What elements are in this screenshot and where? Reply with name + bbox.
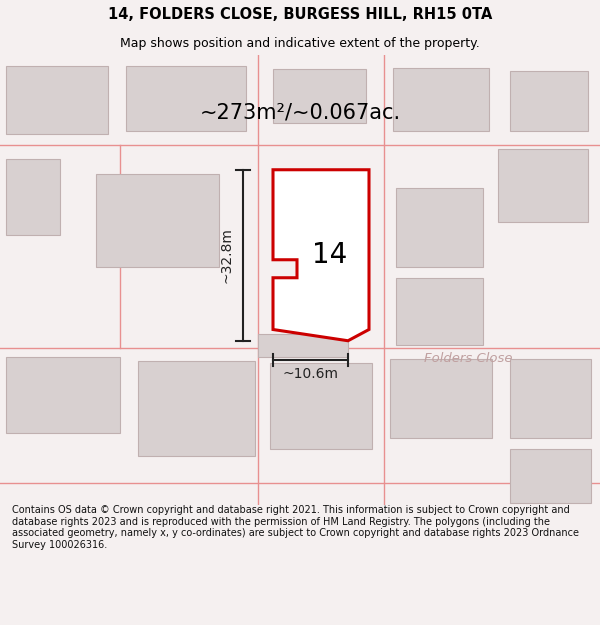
Bar [510, 449, 591, 503]
Bar [258, 334, 348, 356]
Text: 14, FOLDERS CLOSE, BURGESS HILL, RH15 0TA: 14, FOLDERS CLOSE, BURGESS HILL, RH15 0T… [108, 8, 492, 22]
Polygon shape [273, 170, 369, 341]
Bar [273, 69, 366, 122]
Bar [393, 69, 489, 131]
Bar [396, 188, 483, 266]
Bar [510, 359, 591, 438]
Bar [6, 66, 108, 134]
Text: Contains OS data © Crown copyright and database right 2021. This information is : Contains OS data © Crown copyright and d… [12, 505, 579, 550]
Bar [390, 359, 492, 438]
Bar [6, 356, 120, 433]
Bar [126, 66, 246, 131]
Bar [96, 174, 219, 266]
Text: 14: 14 [313, 241, 347, 269]
Bar [498, 149, 588, 221]
Text: ~32.8m: ~32.8m [219, 228, 233, 283]
Text: Map shows position and indicative extent of the property.: Map shows position and indicative extent… [120, 38, 480, 51]
Text: Folders Close: Folders Close [424, 352, 512, 365]
Text: ~273m²/~0.067ac.: ~273m²/~0.067ac. [199, 102, 401, 122]
Text: ~10.6m: ~10.6m [283, 368, 338, 381]
Bar [396, 278, 483, 345]
Bar [510, 71, 588, 131]
Bar [6, 159, 60, 235]
Bar [270, 363, 372, 449]
Bar [138, 361, 255, 456]
